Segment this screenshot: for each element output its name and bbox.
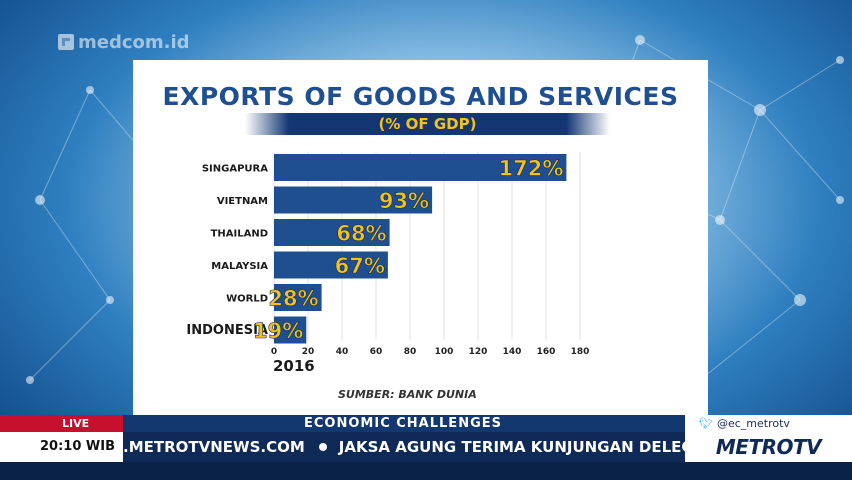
twitter-text: @ec_metrotv: [716, 417, 790, 430]
twitter-icon: 🐦︎: [699, 417, 713, 430]
value-label: 68%: [336, 222, 386, 246]
bullet-icon: [318, 442, 327, 451]
ticker-headline: JAKSA AGUNG TERIMA KUNJUNGAN DELEGASI H: [338, 438, 685, 456]
chart-subtitle: (% OF GDP): [245, 113, 610, 135]
source-note: SUMBER: BANK DUNIA: [338, 388, 477, 401]
value-label: 93%: [379, 189, 429, 213]
bar: [274, 219, 390, 246]
twitter-handle: 🐦︎ @ec_metrotv: [685, 415, 852, 432]
value-label: 67%: [335, 254, 385, 278]
logo-icon: [58, 34, 74, 50]
ticker-top-bar: [0, 415, 852, 432]
watermark-text: medcom.id: [78, 31, 190, 53]
x-tick-label: 20: [302, 347, 315, 357]
value-label: 28%: [268, 287, 318, 311]
bar: [274, 316, 307, 344]
broadcast-time: 20:10 WIB: [0, 432, 123, 462]
chart-title: EXPORTS OF GOODS AND SERVICES: [162, 82, 679, 111]
bar-chart: 0 20 40 60 80 100 120 140 160 180 SINGAPURA 172% VIE…: [186, 152, 590, 357]
x-tick-label: 120: [469, 347, 488, 357]
x-axis-label: 2016: [273, 357, 315, 375]
x-tick-label: 160: [537, 347, 556, 357]
channel-logo: METROTV: [685, 432, 852, 462]
ticker-site: .METROTVNEWS.COM: [123, 438, 305, 456]
bottom-strip: [0, 462, 852, 480]
value-label: 19%: [253, 319, 303, 343]
chart-panel: EXPORTS OF GOODS AND SERVICES (% OF GDP)…: [133, 60, 708, 415]
bar: [274, 186, 433, 214]
x-tick-label: 60: [370, 347, 383, 357]
category-label: MALAYSIA: [211, 261, 268, 272]
segment-title: ECONOMIC CHALLENGES: [304, 416, 502, 431]
bar: [274, 284, 322, 311]
news-ticker: .METROTVNEWS.COM JAKSA AGUNG TERIMA KUNJU…: [123, 432, 685, 462]
value-label: 172%: [499, 157, 564, 181]
bar: [274, 251, 388, 279]
category-label: WORLD: [226, 294, 268, 305]
watermark-logo: medcom.id: [58, 31, 190, 53]
x-tick-label: 100: [435, 347, 454, 357]
x-tick-label: 180: [571, 347, 590, 357]
x-tick-label: 80: [404, 347, 417, 357]
bar: [274, 154, 567, 181]
x-tick-label: 0: [271, 347, 277, 357]
category-label: VIETNAM: [217, 196, 268, 207]
category-label: INDONESIA: [186, 323, 268, 338]
live-badge: LIVE: [0, 415, 123, 432]
category-label: THAILAND: [211, 229, 268, 240]
x-tick-label: 40: [336, 347, 349, 357]
category-label: SINGAPURA: [202, 164, 268, 175]
x-tick-label: 140: [503, 347, 522, 357]
